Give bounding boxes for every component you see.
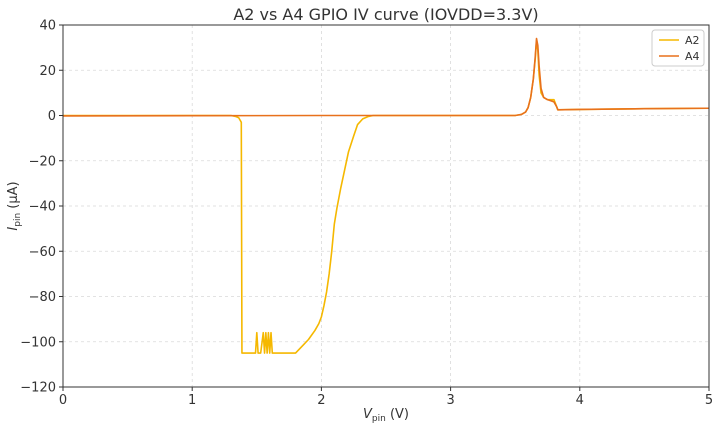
y-axis-label-unit: (μA) [6, 181, 21, 212]
x-axis-label: Vpin (V) [363, 407, 409, 424]
y-tick-label: 0 [48, 109, 56, 124]
x-tick-label: 0 [59, 393, 67, 408]
x-tick-label: 2 [317, 393, 325, 408]
y-tick-label: −100 [20, 335, 56, 350]
x-axis-label-unit: (V) [386, 407, 409, 422]
chart-title: A2 vs A4 GPIO IV curve (IOVDD=3.3V) [233, 5, 538, 24]
legend-box [651, 29, 705, 67]
y-tick-label: 20 [39, 64, 56, 79]
y-tick-label: −20 [29, 154, 56, 169]
y-axis-label-main: I [6, 227, 21, 231]
y-tick-label: −80 [29, 290, 56, 305]
series-lines [62, 37, 710, 354]
x-tick-label: 5 [705, 393, 713, 408]
y-tick-label: −120 [20, 381, 56, 396]
y-axis-label-sub: pin [13, 213, 23, 227]
y-tick-label: −40 [29, 200, 56, 215]
y-tick-label: −60 [29, 245, 56, 260]
x-tick-label: 1 [188, 393, 196, 408]
legend: A2 A4 [651, 29, 705, 67]
x-tick-label: 4 [576, 393, 584, 408]
y-tick-label: 40 [39, 19, 56, 34]
legend-label-a4: A4 [685, 50, 700, 63]
y-axis-label: Ipin (μA) [6, 181, 23, 230]
x-axis-label-main: V [363, 407, 373, 422]
series-line-a4 [62, 37, 710, 117]
axis-ticks: 0 1 2 3 4 5 −120 −100 −80 −60 −40 −20 0 20 40 [20, 19, 713, 409]
x-tick-label: 3 [446, 393, 454, 408]
x-axis-label-sub: pin [372, 414, 386, 424]
legend-label-a2: A2 [685, 34, 700, 47]
